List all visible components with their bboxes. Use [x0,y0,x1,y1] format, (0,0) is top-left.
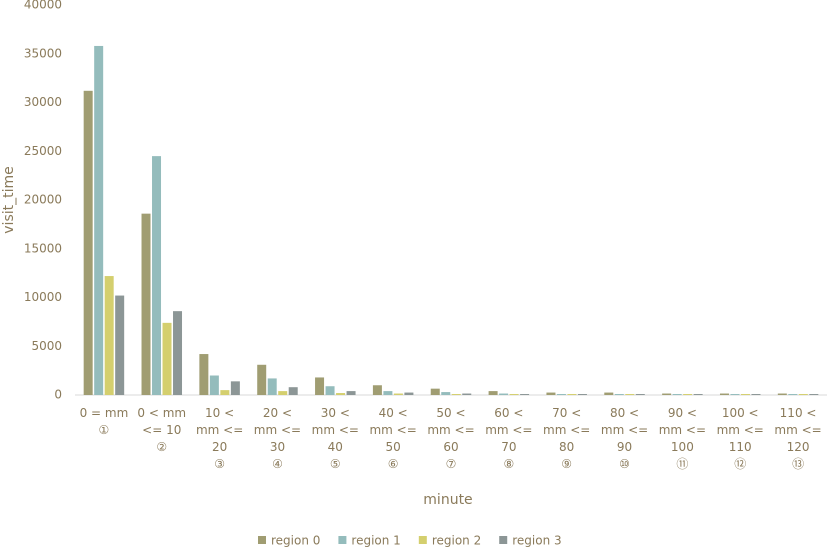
bar [604,392,614,395]
bar [719,393,729,395]
x-tick-label: 30 < mm <= 40 ⑤ [312,406,359,471]
bar [230,381,240,395]
y-tick-label: 25000 [24,144,62,158]
x-tick-label: 40 < mm <= 50 ⑥ [369,406,416,471]
bar [346,391,356,395]
bar [393,393,403,395]
bar [556,394,566,395]
bar [730,394,740,395]
bar [441,392,451,395]
bar [488,391,498,395]
legend-swatch [499,536,508,544]
legend-label: region 3 [512,534,561,548]
bar [798,394,808,395]
bar [173,311,183,395]
y-axis-label: visit_time [1,166,17,233]
y-tick-label: 40000 [24,0,62,12]
bar [94,45,104,395]
bar [152,156,162,395]
x-tick-label: 90 < mm <= 100 ⑪ [659,406,706,471]
bar [451,394,461,395]
x-tick-label: 0 = mm ① [80,406,129,437]
x-tick-label: 100 < mm <= 110 ⑫ [717,406,764,471]
bar [499,393,509,395]
bar [693,394,703,395]
bar [788,394,798,395]
bar [567,394,577,395]
x-tick-label: 80 < mm <= 90 ⑩ [601,406,648,471]
bar [162,322,172,395]
bar [104,276,114,395]
bar [777,393,787,395]
bar [278,391,288,395]
bar [220,390,230,395]
bar [672,394,682,395]
bar [577,394,587,395]
bar [462,393,472,395]
bar [751,394,761,395]
y-tick-label: 15000 [24,241,62,255]
bar [336,393,346,395]
bar [199,354,209,395]
bar [614,394,624,395]
bar [83,90,93,396]
bar [267,378,277,395]
bar [683,394,693,395]
legend-label: region 1 [351,534,400,548]
bar [315,377,325,395]
bar [257,364,267,395]
bar [372,385,382,395]
bar [430,388,440,395]
x-tick-label: 110 < mm <= 120 ⑬ [774,406,821,471]
legend-swatch [418,536,427,544]
bar [509,394,519,395]
y-tick-label: 30000 [24,95,62,109]
y-tick-label: 35000 [24,46,62,60]
bar [662,393,672,395]
bar [209,375,219,395]
x-tick-label: 0 < mm <= 10 ② [137,406,186,454]
bar [141,213,151,395]
bar [635,394,645,395]
y-tick-label: 0 [54,388,62,402]
x-tick-label: 70 < mm <= 80 ⑨ [543,406,590,471]
x-axis-label: minute [423,492,472,508]
bar [809,394,819,395]
x-tick-label: 50 < mm <= 60 ⑦ [427,406,474,471]
bar [288,387,298,395]
bar [740,394,750,395]
y-tick-label: 10000 [24,290,62,304]
bar [625,394,635,395]
bar [115,295,125,395]
legend-label: region 2 [432,534,481,548]
legend-label: region 0 [271,534,320,548]
bar [325,386,335,395]
x-tick-label: 60 < mm <= 70 ⑧ [485,406,532,471]
y-tick-label: 5000 [31,339,62,353]
bar [520,394,530,395]
y-tick-label: 20000 [24,193,62,207]
bar [546,392,556,395]
bar [404,392,414,395]
legend-swatch [338,536,347,544]
x-tick-label: 10 < mm <= 20 ③ [196,406,243,471]
bar [383,391,393,395]
x-tick-label: 20 < mm <= 30 ④ [254,406,301,471]
legend-swatch [258,536,266,544]
